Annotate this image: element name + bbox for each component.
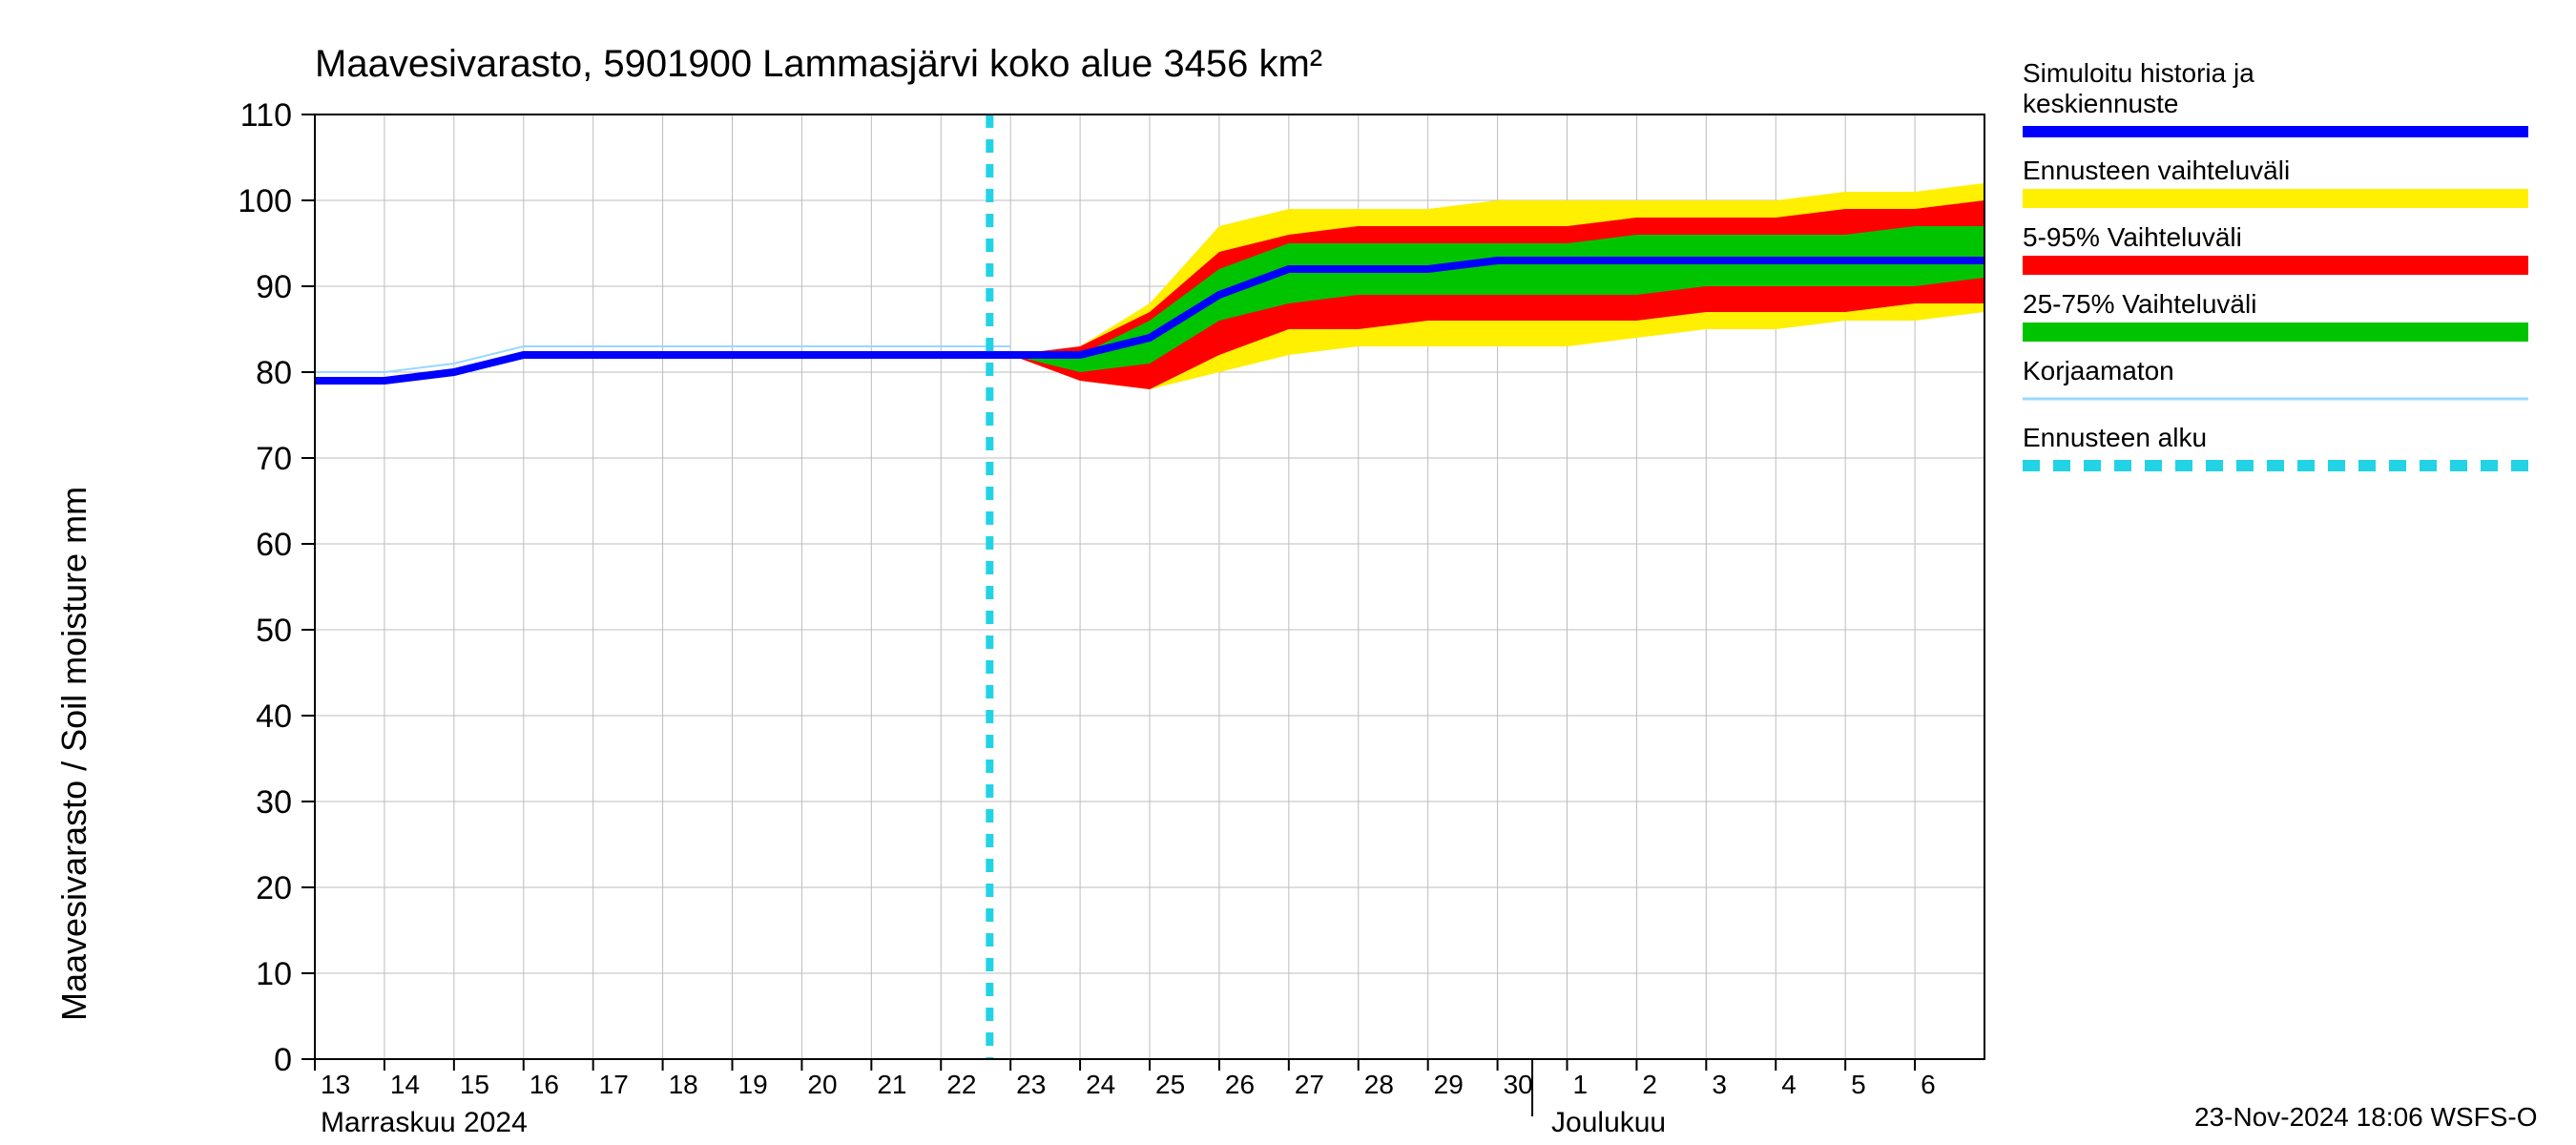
x-tick-label: 4 — [1781, 1070, 1797, 1099]
x-tick-label: 27 — [1295, 1070, 1324, 1099]
y-tick-label: 110 — [240, 97, 292, 134]
x-tick-label: 2 — [1642, 1070, 1657, 1099]
x-tick-label: 18 — [669, 1070, 698, 1099]
x-tick-label: 3 — [1712, 1070, 1727, 1099]
x-tick-label: 26 — [1225, 1070, 1255, 1099]
y-tick-label: 10 — [256, 956, 292, 992]
legend-label: 5-95% Vaihteluväli — [2023, 222, 2242, 252]
y-tick-label: 50 — [256, 613, 292, 649]
x-tick-label: 24 — [1086, 1070, 1115, 1099]
legend-swatch — [2023, 256, 2528, 275]
legend-label: keskiennuste — [2023, 89, 2178, 118]
timestamp: 23-Nov-2024 18:06 WSFS-O — [2194, 1102, 2538, 1132]
legend-swatch — [2023, 189, 2528, 208]
legend-swatch — [2023, 323, 2528, 342]
soil-moisture-chart: 0102030405060708090100110131415161718192… — [0, 0, 2576, 1145]
x-tick-label: 28 — [1364, 1070, 1394, 1099]
x-tick-label: 14 — [390, 1070, 420, 1099]
y-tick-label: 30 — [256, 784, 292, 821]
x-tick-label: 23 — [1016, 1070, 1046, 1099]
y-tick-label: 20 — [256, 870, 292, 906]
y-tick-label: 80 — [256, 355, 292, 391]
month-label: Joulukuu — [1551, 1107, 1666, 1138]
x-tick-label: 1 — [1573, 1070, 1589, 1099]
y-tick-label: 60 — [256, 527, 292, 563]
legend-label: Ennusteen vaihteluväli — [2023, 156, 2290, 185]
x-tick-label: 15 — [460, 1070, 489, 1099]
x-tick-label: 20 — [807, 1070, 837, 1099]
x-tick-label: 29 — [1434, 1070, 1464, 1099]
y-tick-label: 70 — [256, 441, 292, 477]
x-tick-label: 13 — [321, 1070, 350, 1099]
x-tick-label: 19 — [738, 1070, 768, 1099]
month-label: November — [321, 1141, 452, 1145]
legend-swatch — [2023, 126, 2528, 137]
legend-label: Ennusteen alku — [2023, 423, 2207, 452]
x-tick-label: 17 — [599, 1070, 629, 1099]
x-tick-label: 5 — [1851, 1070, 1866, 1099]
legend-swatch — [2023, 398, 2528, 401]
legend-label: 25-75% Vaihteluväli — [2023, 289, 2256, 319]
y-tick-label: 40 — [256, 698, 292, 735]
x-tick-label: 6 — [1921, 1070, 1936, 1099]
y-tick-label: 100 — [238, 183, 292, 219]
y-tick-label: 0 — [274, 1042, 292, 1078]
legend-label: Simuloitu historia ja — [2023, 58, 2254, 88]
x-tick-label: 21 — [877, 1070, 906, 1099]
month-label: Marraskuu 2024 — [321, 1107, 528, 1138]
month-label: December — [1551, 1141, 1683, 1145]
x-tick-label: 30 — [1504, 1070, 1533, 1099]
x-tick-label: 16 — [530, 1070, 559, 1099]
chart-title: Maavesivarasto, 5901900 Lammasjärvi koko… — [315, 43, 1322, 85]
x-tick-label: 22 — [946, 1070, 976, 1099]
y-axis-label: Maavesivarasto / Soil moisture mm — [54, 487, 93, 1021]
y-tick-label: 90 — [256, 269, 292, 305]
x-tick-label: 25 — [1155, 1070, 1185, 1099]
legend-label: Korjaamaton — [2023, 356, 2174, 385]
